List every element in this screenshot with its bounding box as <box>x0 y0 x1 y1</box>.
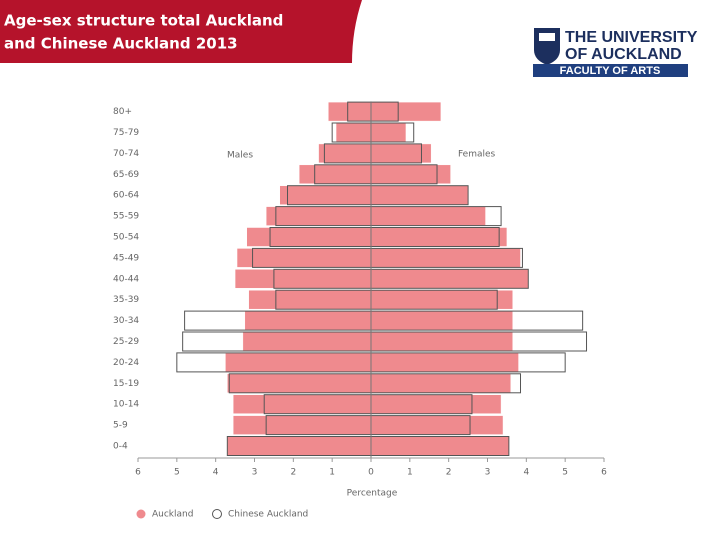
bar <box>370 331 513 352</box>
y-tick-label: 75-79 <box>113 128 139 138</box>
bar <box>370 394 502 414</box>
bar <box>370 185 469 205</box>
y-tick-label: 55-59 <box>113 212 139 222</box>
logo-text: OF AUCKLAND <box>565 46 682 63</box>
x-tick-label: 3 <box>252 468 258 478</box>
bar <box>234 269 372 289</box>
y-tick-label: 30-34 <box>113 316 139 326</box>
y-tick-label: 15-19 <box>113 379 139 389</box>
y-tick-label: 70-74 <box>113 149 139 159</box>
y-tick-label: 65-69 <box>113 170 139 180</box>
bar <box>370 269 529 289</box>
bar <box>370 122 407 143</box>
bar <box>370 248 521 268</box>
x-tick-label: 6 <box>601 468 607 478</box>
bar <box>370 289 513 310</box>
females-label: Females <box>458 150 496 160</box>
y-tick-label: 60-64 <box>113 191 139 201</box>
bar <box>370 352 519 373</box>
y-tick-label: 10-14 <box>113 400 139 410</box>
bar <box>236 248 372 268</box>
bar <box>318 143 372 164</box>
bar <box>370 310 513 331</box>
bar <box>265 206 372 226</box>
bar <box>370 227 508 247</box>
x-tick-label: 1 <box>407 468 413 478</box>
bar <box>225 352 372 373</box>
legend-marker <box>136 509 146 519</box>
bar <box>370 164 451 185</box>
bar <box>328 101 372 122</box>
y-tick-label: 0-4 <box>113 442 128 452</box>
y-tick-label: 5-9 <box>113 421 128 431</box>
logo-text: THE UNIVERSITY <box>565 29 698 46</box>
bar <box>279 185 372 205</box>
y-tick-label: 40-44 <box>113 274 139 284</box>
x-tick-label: 5 <box>174 468 180 478</box>
chart: 0-4 5-9 10-14 15-19 20-24 25-29 30-34 35-39 40-4… <box>113 101 607 520</box>
legend-label: Chinese Auckland <box>228 510 308 520</box>
x-tick-label: 5 <box>562 468 568 478</box>
legend-marker <box>212 509 222 519</box>
y-tick-label: 20-24 <box>113 358 139 368</box>
bar <box>227 373 372 394</box>
legend-label: Auckland <box>152 510 193 520</box>
bar <box>370 206 486 226</box>
x-tick-label: 2 <box>446 468 452 478</box>
logo: THE UNIVERSITY OF AUCKLAND FACULTY OF AR… <box>533 28 698 77</box>
title-line: Age-sex structure total Auckland <box>4 12 283 30</box>
bar <box>246 227 372 247</box>
x-tick-label: 3 <box>485 468 491 478</box>
bar <box>298 164 372 185</box>
bar <box>248 289 372 310</box>
bar <box>242 331 372 352</box>
bar <box>370 415 504 435</box>
males-label: Males <box>227 151 253 161</box>
x-axis-title: Percentage <box>347 489 398 499</box>
bar <box>227 436 372 456</box>
y-tick-label: 80+ <box>113 107 132 117</box>
y-tick-label: 45-49 <box>113 253 139 263</box>
x-tick-label: 0 <box>368 468 374 478</box>
x-tick-label: 2 <box>290 468 296 478</box>
faculty-text: FACULTY OF ARTS <box>560 65 661 77</box>
x-tick-label: 6 <box>135 468 141 478</box>
bar <box>335 122 372 143</box>
title-banner <box>0 0 362 63</box>
bar <box>244 310 372 331</box>
bar <box>370 373 512 394</box>
faculty-bar <box>533 64 688 77</box>
bar <box>370 143 432 164</box>
bar <box>370 101 442 122</box>
x-tick-label: 4 <box>523 468 529 478</box>
crest-detail <box>539 33 555 41</box>
y-tick-label: 35-39 <box>113 295 139 305</box>
bar <box>370 436 510 456</box>
bar <box>232 415 372 435</box>
y-tick-label: 50-54 <box>113 233 139 243</box>
x-tick-label: 1 <box>329 468 335 478</box>
x-tick-label: 4 <box>213 468 219 478</box>
bar <box>232 394 372 414</box>
y-tick-label: 25-29 <box>113 337 139 347</box>
title-line: and Chinese Auckland 2013 <box>4 35 238 53</box>
